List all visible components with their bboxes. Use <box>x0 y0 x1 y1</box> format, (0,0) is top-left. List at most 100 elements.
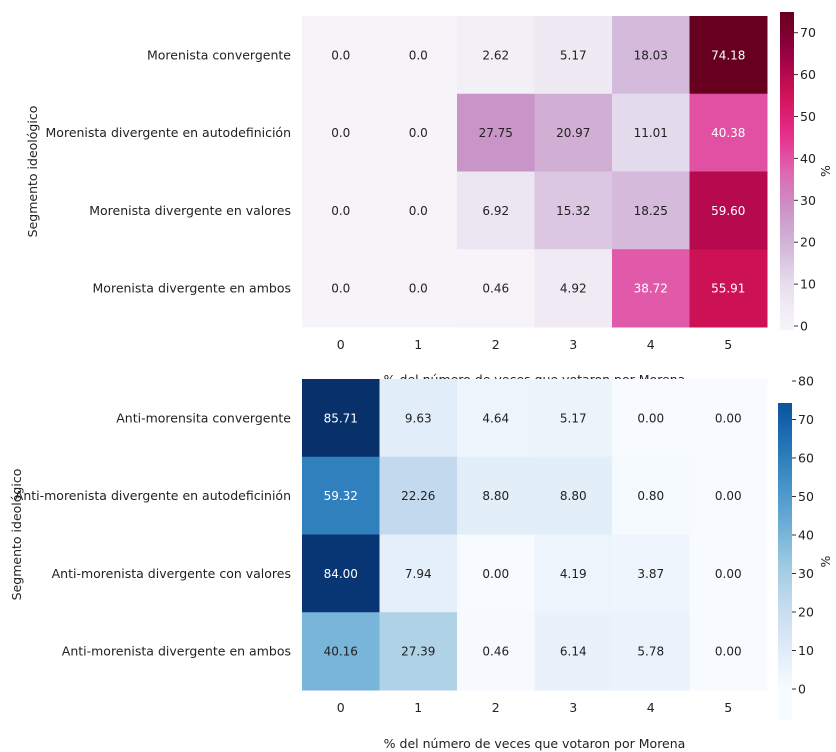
cell-value-label: 0.0 <box>331 126 350 140</box>
heatmap-cell <box>302 171 380 250</box>
heatmap-cell <box>302 379 380 458</box>
heatmap-cell <box>534 93 613 172</box>
heatmap-cell <box>457 171 535 250</box>
heatmap-cell <box>379 612 458 691</box>
colorbar-tick-label: 0 <box>798 682 806 697</box>
heatmap-cell <box>379 534 458 613</box>
colorbar-tick-label: 70 <box>798 412 814 427</box>
x-tick-label: 2 <box>492 700 500 715</box>
heatmap-cell <box>689 379 768 458</box>
cell-value-label: 0.00 <box>715 567 742 581</box>
cell-value-label: 0.0 <box>409 48 428 62</box>
cell-value-label: 40.38 <box>711 126 745 140</box>
cell-value-label: 8.80 <box>560 489 587 503</box>
cell-value-label: 0.46 <box>482 282 509 296</box>
heatmap-cell <box>379 456 458 535</box>
cell-value-label: 0.0 <box>409 126 428 140</box>
heatmap-anti-morenista: 85.71 9.63 4.64 5.17 0.00 0.00 59.32 22.26 8.80 8… <box>9 374 833 752</box>
colorbar-tick-label: 10 <box>798 643 814 658</box>
cell-value-label: 18.03 <box>634 48 668 62</box>
x-tick-label: 4 <box>647 337 655 352</box>
cell-value-label: 84.00 <box>324 567 358 581</box>
cell-value-label: 0.0 <box>331 282 350 296</box>
colorbar-tick-label: 30 <box>800 193 816 208</box>
cell-value-label: 22.26 <box>401 489 435 503</box>
x-tick-label: 5 <box>724 337 732 352</box>
cell-value-label: 59.60 <box>711 204 745 218</box>
heatmap-cell <box>457 612 535 691</box>
heatmap-cell <box>534 16 613 95</box>
x-tick-label: 5 <box>724 700 732 715</box>
heatmap-cell <box>457 16 535 95</box>
heatmap-cell <box>302 249 380 328</box>
heatmap-cell <box>534 171 613 250</box>
heatmap-cell <box>534 249 613 328</box>
heatmap-morenista: 0.0 0.0 2.62 5.17 18.03 74.18 0.0 0.0 27.75 20.97… <box>25 12 833 387</box>
heatmap-cell <box>612 379 690 458</box>
cell-value-label: 5.17 <box>560 411 587 425</box>
heatmap-cell <box>379 171 458 250</box>
heatmap-cell <box>689 534 768 613</box>
x-tick-label: 1 <box>414 700 422 715</box>
heatmap-cell <box>457 534 535 613</box>
cell-value-label: 8.80 <box>482 489 509 503</box>
x-tick-label: 3 <box>569 337 577 352</box>
heatmap-cell <box>612 612 690 691</box>
y-tick-label: Morenista divergente en valores <box>89 203 291 218</box>
cell-value-label: 85.71 <box>324 411 358 425</box>
cell-value-label: 0.00 <box>482 567 509 581</box>
cell-value-label: 7.94 <box>405 567 432 581</box>
cell-value-label: 5.17 <box>560 48 587 62</box>
heatmap-cell <box>302 93 380 172</box>
heatmap-cell <box>302 612 380 691</box>
cell-value-label: 15.32 <box>556 204 590 218</box>
x-tick-label: 2 <box>492 337 500 352</box>
heatmap-cell <box>689 456 768 535</box>
colorbar-tick-label: 80 <box>798 374 814 389</box>
y-tick-label: Morenista divergente en autodefinición <box>46 125 291 140</box>
colorbar-tick-label: 50 <box>800 109 816 124</box>
cell-value-label: 38.72 <box>634 282 668 296</box>
cell-value-label: 3.87 <box>637 567 664 581</box>
heatmap-cell <box>689 612 768 691</box>
heatmap-cell <box>534 456 613 535</box>
colorbar <box>780 12 794 330</box>
heatmap-cell <box>612 456 690 535</box>
cell-value-label: 0.0 <box>409 282 428 296</box>
colorbar-tick-label: 10 <box>800 277 816 292</box>
cell-value-label: 5.78 <box>637 645 664 659</box>
y-tick-label: Anti-morenista divergente en autodeficin… <box>15 488 291 503</box>
cell-value-label: 4.19 <box>560 567 587 581</box>
y-axis-title: Segmento ideológico <box>9 469 24 601</box>
colorbar-label: % <box>818 165 833 177</box>
heatmap-cell <box>689 93 768 172</box>
heatmap-cell <box>534 612 613 691</box>
cell-value-label: 0.00 <box>715 645 742 659</box>
cell-value-label: 40.16 <box>324 645 358 659</box>
heatmap-cell <box>534 534 613 613</box>
y-tick-label: Anti-morenista divergente con valores <box>52 566 291 581</box>
cell-value-label: 18.25 <box>634 204 668 218</box>
cell-value-label: 0.00 <box>637 411 664 425</box>
cell-value-label: 2.62 <box>482 48 509 62</box>
heatmap-cell <box>689 171 768 250</box>
heatmap-cell <box>612 171 690 250</box>
colorbar <box>778 403 792 720</box>
cell-value-label: 9.63 <box>405 411 432 425</box>
cell-value-label: 27.39 <box>401 645 435 659</box>
colorbar-tick-label: 40 <box>798 528 814 543</box>
cell-value-label: 11.01 <box>634 126 668 140</box>
cell-value-label: 6.92 <box>482 204 509 218</box>
y-tick-label: Morenista divergente en ambos <box>93 281 291 296</box>
x-tick-label: 1 <box>414 337 422 352</box>
cell-value-label: 74.18 <box>711 48 745 62</box>
colorbar-label: % <box>818 555 833 567</box>
cell-value-label: 0.0 <box>331 204 350 218</box>
y-tick-label: Anti-morenista divergente en ambos <box>62 644 291 659</box>
cell-value-label: 27.75 <box>479 126 513 140</box>
heatmap-cell <box>302 456 380 535</box>
colorbar-tick-label: 60 <box>800 67 816 82</box>
y-tick-label: Anti-morensita convergente <box>116 410 291 425</box>
colorbar-tick-label: 20 <box>798 605 814 620</box>
